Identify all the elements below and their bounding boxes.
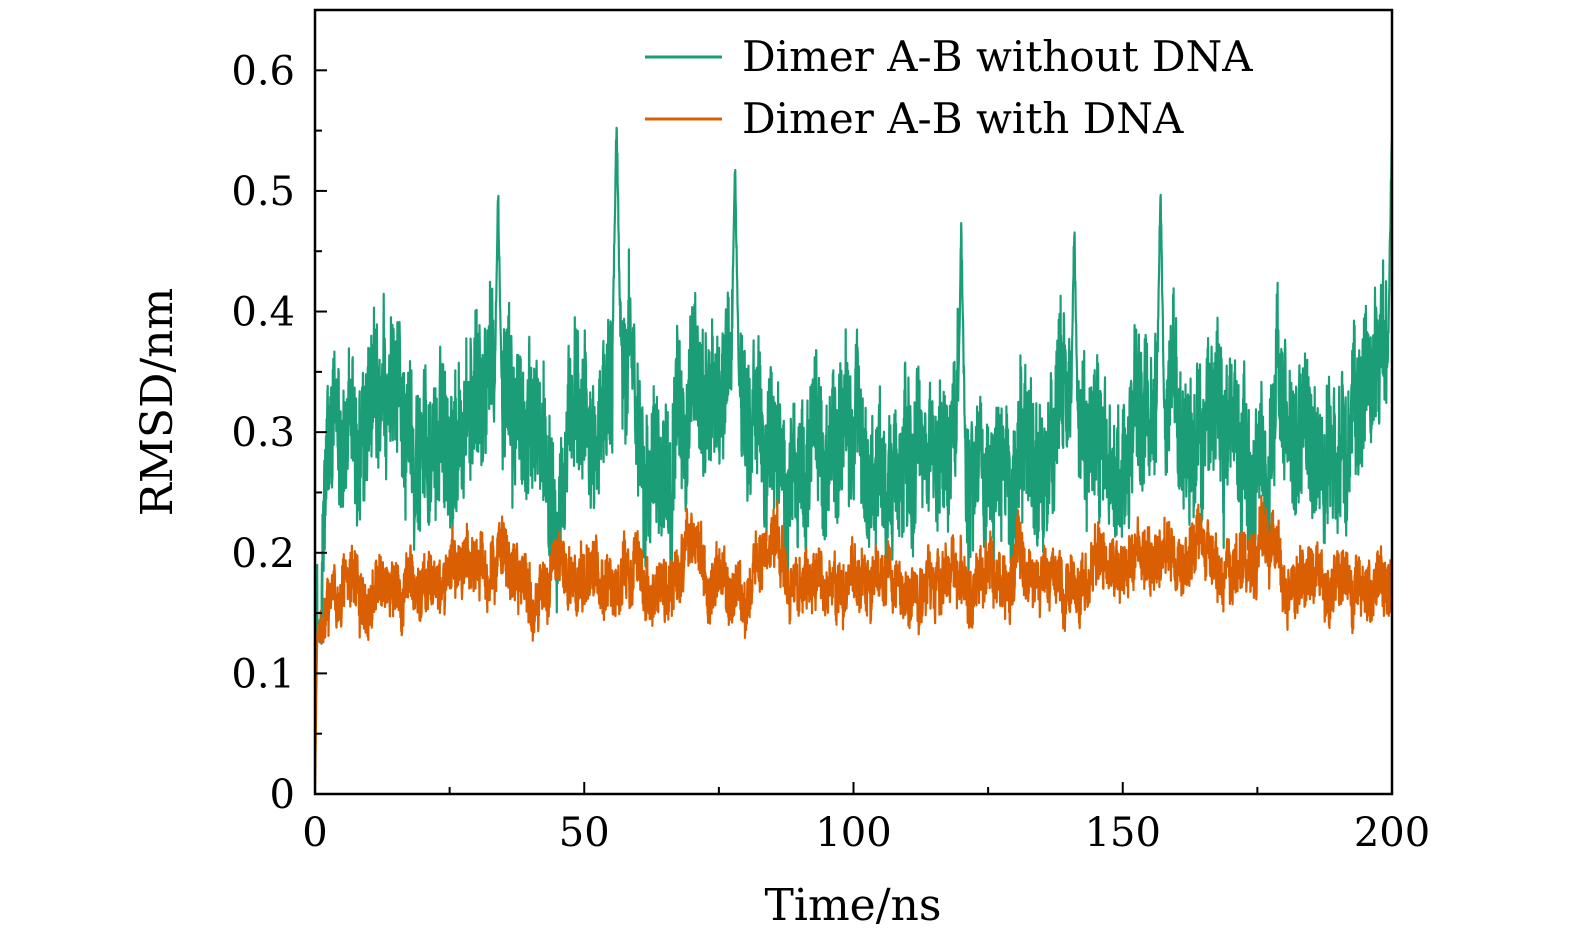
y-tick-label: 0 (270, 772, 295, 818)
y-tick-label: 0.2 (231, 531, 295, 577)
series-line-without-dna (315, 126, 1392, 734)
x-tick-label: 100 (815, 810, 891, 856)
x-tick-label: 150 (1085, 810, 1161, 856)
series-layer (315, 126, 1392, 794)
legend-label-without-dna: Dimer A-B without DNA (742, 32, 1253, 81)
legend-label-with-dna: Dimer A-B with DNA (742, 94, 1184, 143)
x-tick-label: 200 (1354, 810, 1430, 856)
x-tick-label: 0 (302, 810, 327, 856)
y-tick-label: 0.5 (231, 169, 295, 215)
y-tick-label: 0.6 (231, 48, 295, 94)
legend: Dimer A-B without DNA Dimer A-B with DNA (645, 32, 1253, 143)
axes-layer: 0 50 100 150 200 0 0.1 0.2 0.3 0.4 0.5 0.6 (231, 48, 1430, 856)
series-line-with-dna (315, 494, 1392, 794)
y-tick-label: 0.3 (231, 410, 295, 456)
x-axis-title: Time/ns (765, 880, 942, 931)
y-axis-title: RMSD/nm (132, 288, 183, 517)
x-tick-label: 50 (559, 810, 610, 856)
y-tick-label: 0.4 (231, 290, 295, 336)
y-tick-label: 0.1 (231, 651, 295, 697)
